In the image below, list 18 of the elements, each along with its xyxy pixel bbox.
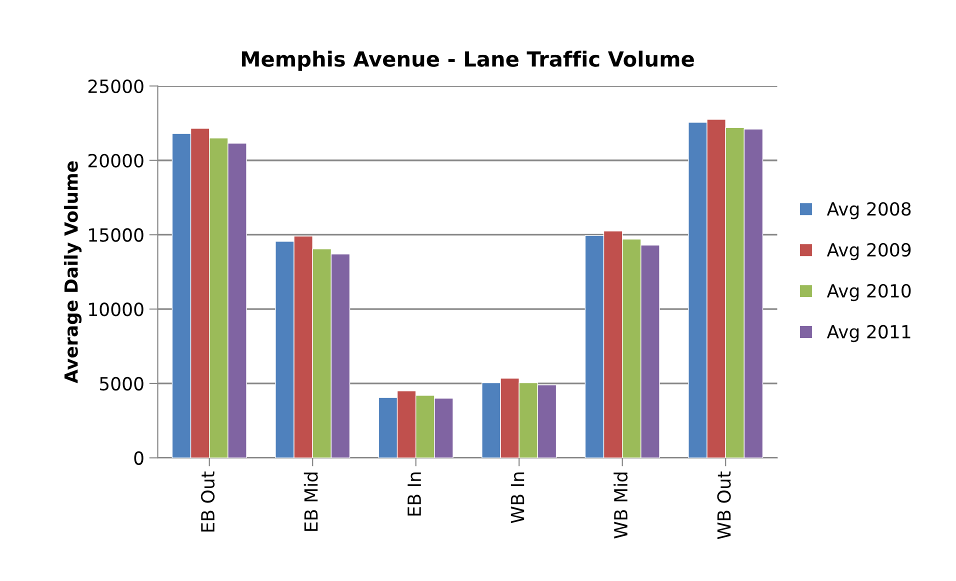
legend-label: Avg 2009 [826,243,911,260]
y-tick-label: 5000 [100,376,144,391]
y-tick-label: 10000 [89,302,144,316]
y-tick-label: 25000 [88,79,144,94]
chart-title: Memphis Avenue - Lane Traffic Volume [242,50,694,71]
legend-label: Avg 2008 [826,202,911,220]
x-tick-label: WB Mid [614,472,628,538]
x-tick-label: WB Out [717,471,731,540]
y-tick-label: 20000 [88,154,144,168]
x-tick-label: EB Mid [304,472,318,531]
y-tick-label: 15000 [89,228,144,242]
x-tick-label: EB Out [200,471,215,532]
x-tick-label: WB In [510,472,524,524]
legend-label: Avg 2010 [826,284,911,302]
y-axis-title: Average Daily Volume [64,161,82,384]
y-tick-label: 0 [134,451,144,465]
x-tick-label: EB In [408,472,421,516]
legend-label: Avg 2011 [826,324,910,342]
